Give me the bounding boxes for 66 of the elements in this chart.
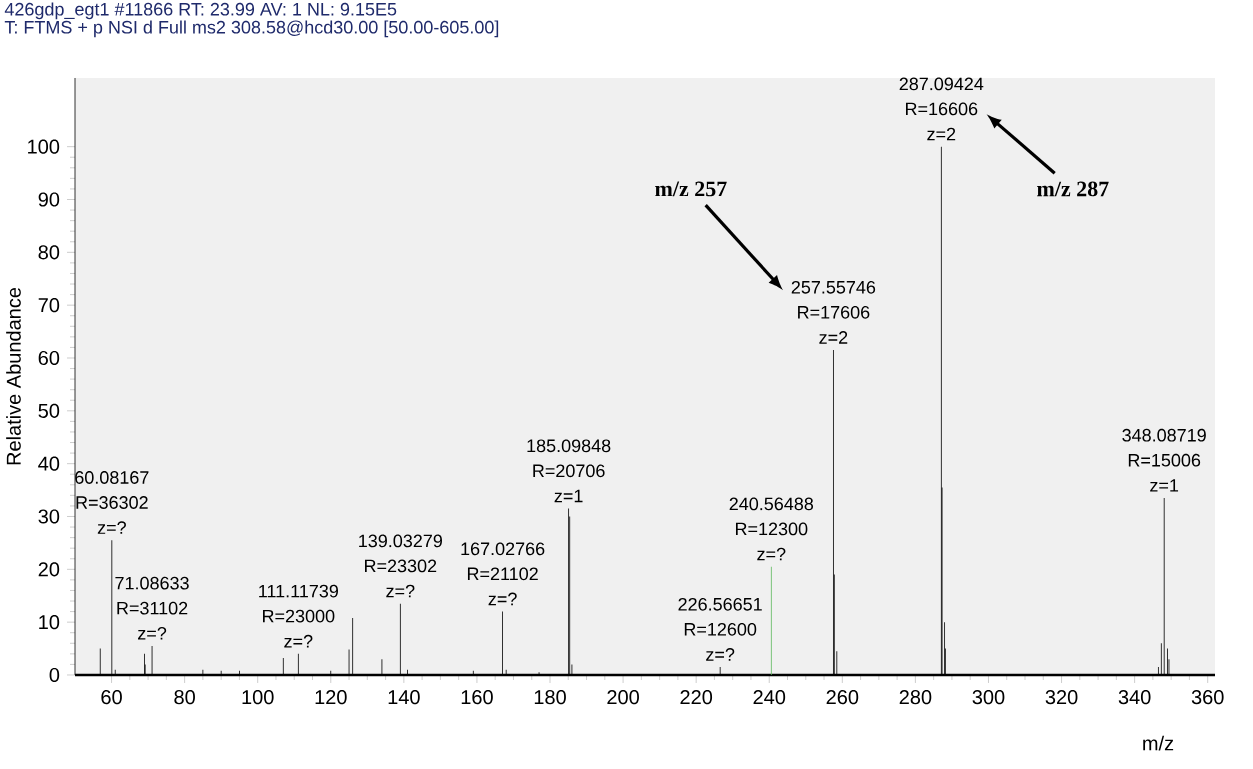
annotation: z=? (97, 521, 126, 534)
annotation: z=? (757, 547, 786, 561)
annotation: 71.08633 (115, 576, 189, 590)
y-tick-label: 0 (49, 667, 60, 683)
annotation: R=17606 (798, 305, 870, 319)
annotation: z=2 (819, 331, 848, 344)
x-tick-label: 160 (461, 690, 493, 705)
x-tick-label: 340 (1118, 690, 1151, 705)
chart-title: 426gdp_egt1 #11866 RT: 23.99 AV: 1 NL: 9.15E5 (4, 2, 397, 20)
annotation: z=2 (927, 127, 956, 141)
annotation: R=31102 (117, 601, 188, 615)
y-tick-label: 100 (28, 139, 60, 154)
annotation: 257.55746 (791, 280, 876, 294)
y-tick-label: 20 (38, 562, 60, 577)
y-axis-title: Relative Abundance (6, 287, 21, 465)
x-tick-label: 320 (1045, 690, 1078, 705)
annotation: z=? (138, 626, 167, 640)
x-tick-label: 300 (972, 690, 1005, 705)
annotation: 287.09424 (899, 77, 984, 91)
annotation: z=? (284, 634, 313, 648)
annotation: R=23000 (263, 609, 335, 623)
annotation: R=36302 (76, 496, 148, 509)
x-tick-label: 120 (315, 690, 347, 705)
x-tick-label: 260 (826, 690, 859, 705)
x-tick-label: 140 (388, 690, 420, 705)
annotation: m/z 287 (1037, 181, 1109, 197)
x-tick-label: 280 (899, 690, 932, 705)
annotation: 167.02766 (461, 542, 545, 556)
annotation: R=21102 (467, 567, 538, 581)
y-tick-label: 50 (38, 403, 60, 418)
y-tick-label: 10 (39, 615, 60, 630)
x-tick-label: 100 (242, 690, 274, 705)
annotation: R=20706 (533, 464, 605, 478)
x-axis-title: m/z (1143, 735, 1174, 751)
y-tick-label: 40 (38, 456, 60, 471)
annotation: z=? (706, 648, 735, 661)
y-tick-label: 30 (38, 509, 60, 524)
x-tick-label: 220 (680, 690, 713, 705)
x-tick-label: 360 (1191, 690, 1224, 705)
x-tick-label: 60 (101, 690, 122, 705)
y-tick-label: 80 (38, 245, 60, 260)
x-tick-label: 180 (534, 690, 566, 705)
x-tick-label: 80 (174, 690, 195, 705)
annotation: 139.03279 (359, 534, 442, 548)
annotation: z=1 (554, 489, 583, 503)
annotation: R=12600 (684, 622, 757, 636)
annotation: 185.09848 (527, 439, 611, 453)
annotation: 111.11739 (259, 584, 338, 598)
y-tick-label: 90 (38, 192, 60, 207)
x-tick-label: 200 (607, 690, 639, 705)
annotation: 348.08719 (1122, 428, 1206, 442)
annotation: z=1 (1150, 479, 1179, 492)
annotation: m/z 257 (655, 181, 727, 197)
annotation: 60.08167 (75, 471, 149, 484)
y-tick-label: 60 (38, 350, 60, 366)
x-tick-label: 240 (753, 690, 786, 705)
annotation: z=? (386, 584, 415, 598)
annotation: 240.56488 (729, 497, 814, 511)
annotation: R=12300 (735, 522, 808, 536)
annotation: R=16606 (906, 102, 978, 116)
chart-subtitle: T: FTMS + p NSI d Full ms2 308.58@hcd30.00 [50.00-605.00] (4, 20, 499, 38)
annotation: R=23302 (365, 559, 437, 573)
annotation: R=15006 (1128, 453, 1201, 467)
annotation: z=? (488, 592, 517, 606)
y-tick-label: 70 (38, 298, 60, 313)
annotation: 226.56651 (678, 597, 762, 611)
